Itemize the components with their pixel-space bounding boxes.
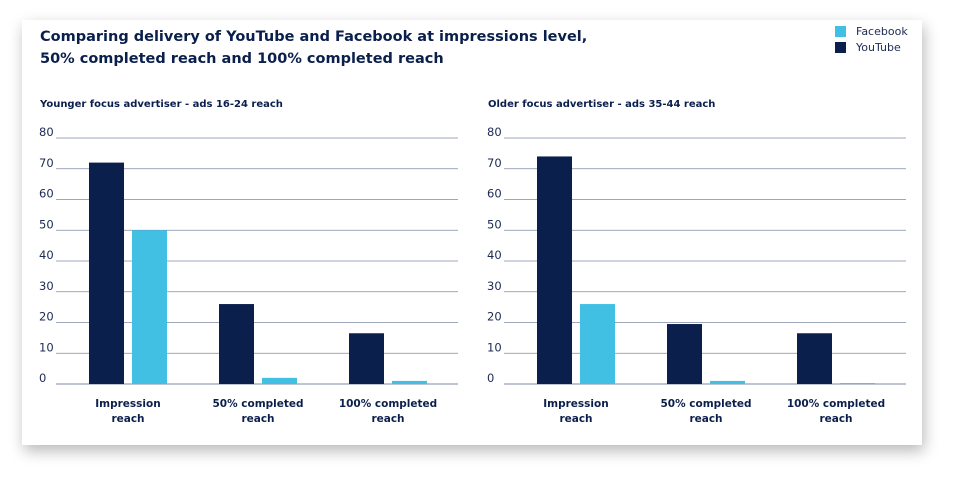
category-label: reach: [819, 413, 852, 425]
bar-youtube-0: [89, 162, 124, 384]
chart-card: [22, 20, 922, 445]
chart-title-line-1: Comparing delivery of YouTube and Facebo…: [40, 29, 588, 45]
y-tick-label: 0: [487, 371, 494, 385]
legend-item-youtube: YouTube: [835, 39, 908, 55]
bar-facebook-0: [132, 230, 167, 384]
y-tick-label: 20: [39, 310, 54, 324]
bar-facebook-1: [262, 377, 297, 384]
y-tick-label: 60: [487, 187, 502, 201]
bar-youtube-2: [797, 333, 832, 384]
y-tick-label: 50: [39, 217, 54, 231]
category-label: reach: [559, 413, 592, 425]
y-tick-label: 10: [487, 340, 502, 354]
chart-2-subtitle: Older focus advertiser - ads 35-44 reach: [488, 99, 716, 110]
y-tick-label: 20: [487, 310, 502, 324]
y-tick-label: 70: [487, 156, 502, 170]
bar-youtube-2: [349, 333, 384, 384]
y-tick-label: 40: [487, 248, 502, 262]
category-label: Impression: [543, 398, 608, 410]
bar-youtube-1: [667, 324, 702, 384]
y-tick-label: 10: [39, 340, 54, 354]
chart-title-line-2: 50% completed reach and 100% completed r…: [40, 51, 444, 67]
category-label: 100% completed: [787, 398, 885, 410]
bar-youtube-0: [537, 156, 572, 384]
legend-swatch-facebook: [835, 25, 846, 37]
y-tick-label: 30: [487, 279, 502, 293]
category-label: reach: [111, 413, 144, 425]
legend-label-youtube: YouTube: [856, 40, 901, 54]
category-label: 50% completed: [212, 398, 303, 410]
y-tick-label: 60: [39, 187, 54, 201]
category-label: Impression: [95, 398, 160, 410]
y-tick-label: 50: [487, 217, 502, 231]
y-tick-label: 30: [39, 279, 54, 293]
chart-2-older: 0 10 20 30 40 50 60 70 80 Impression reach 50% comp…: [487, 125, 906, 425]
bar-facebook-2: [392, 380, 427, 384]
legend-swatch-youtube: [835, 41, 846, 53]
category-label: reach: [241, 413, 274, 425]
legend-label-facebook: Facebook: [856, 24, 908, 38]
y-tick-label: 0: [39, 371, 46, 385]
y-tick-label: 40: [39, 248, 54, 262]
y-tick-label: 70: [39, 156, 54, 170]
y-tick-label: 80: [39, 125, 54, 139]
chart-title: Comparing delivery of YouTube and Facebo…: [40, 26, 600, 70]
bar-facebook-2: [840, 383, 875, 384]
category-label: 50% completed: [660, 398, 751, 410]
chart-1-younger: 0 10 20 30 40 50 60 70 80 Impression reach 50% comp…: [39, 125, 458, 425]
legend-item-facebook: Facebook: [835, 23, 908, 39]
category-label: 100% completed: [339, 398, 437, 410]
y-tick-label: 80: [487, 125, 502, 139]
legend: Facebook YouTube: [835, 23, 908, 55]
bar-youtube-1: [219, 304, 254, 384]
category-label: reach: [689, 413, 722, 425]
chart-1-subtitle: Younger focus advertiser - ads 16-24 rea…: [40, 99, 283, 110]
bar-facebook-1: [710, 380, 745, 384]
bar-facebook-0: [580, 304, 615, 384]
category-label: reach: [371, 413, 404, 425]
